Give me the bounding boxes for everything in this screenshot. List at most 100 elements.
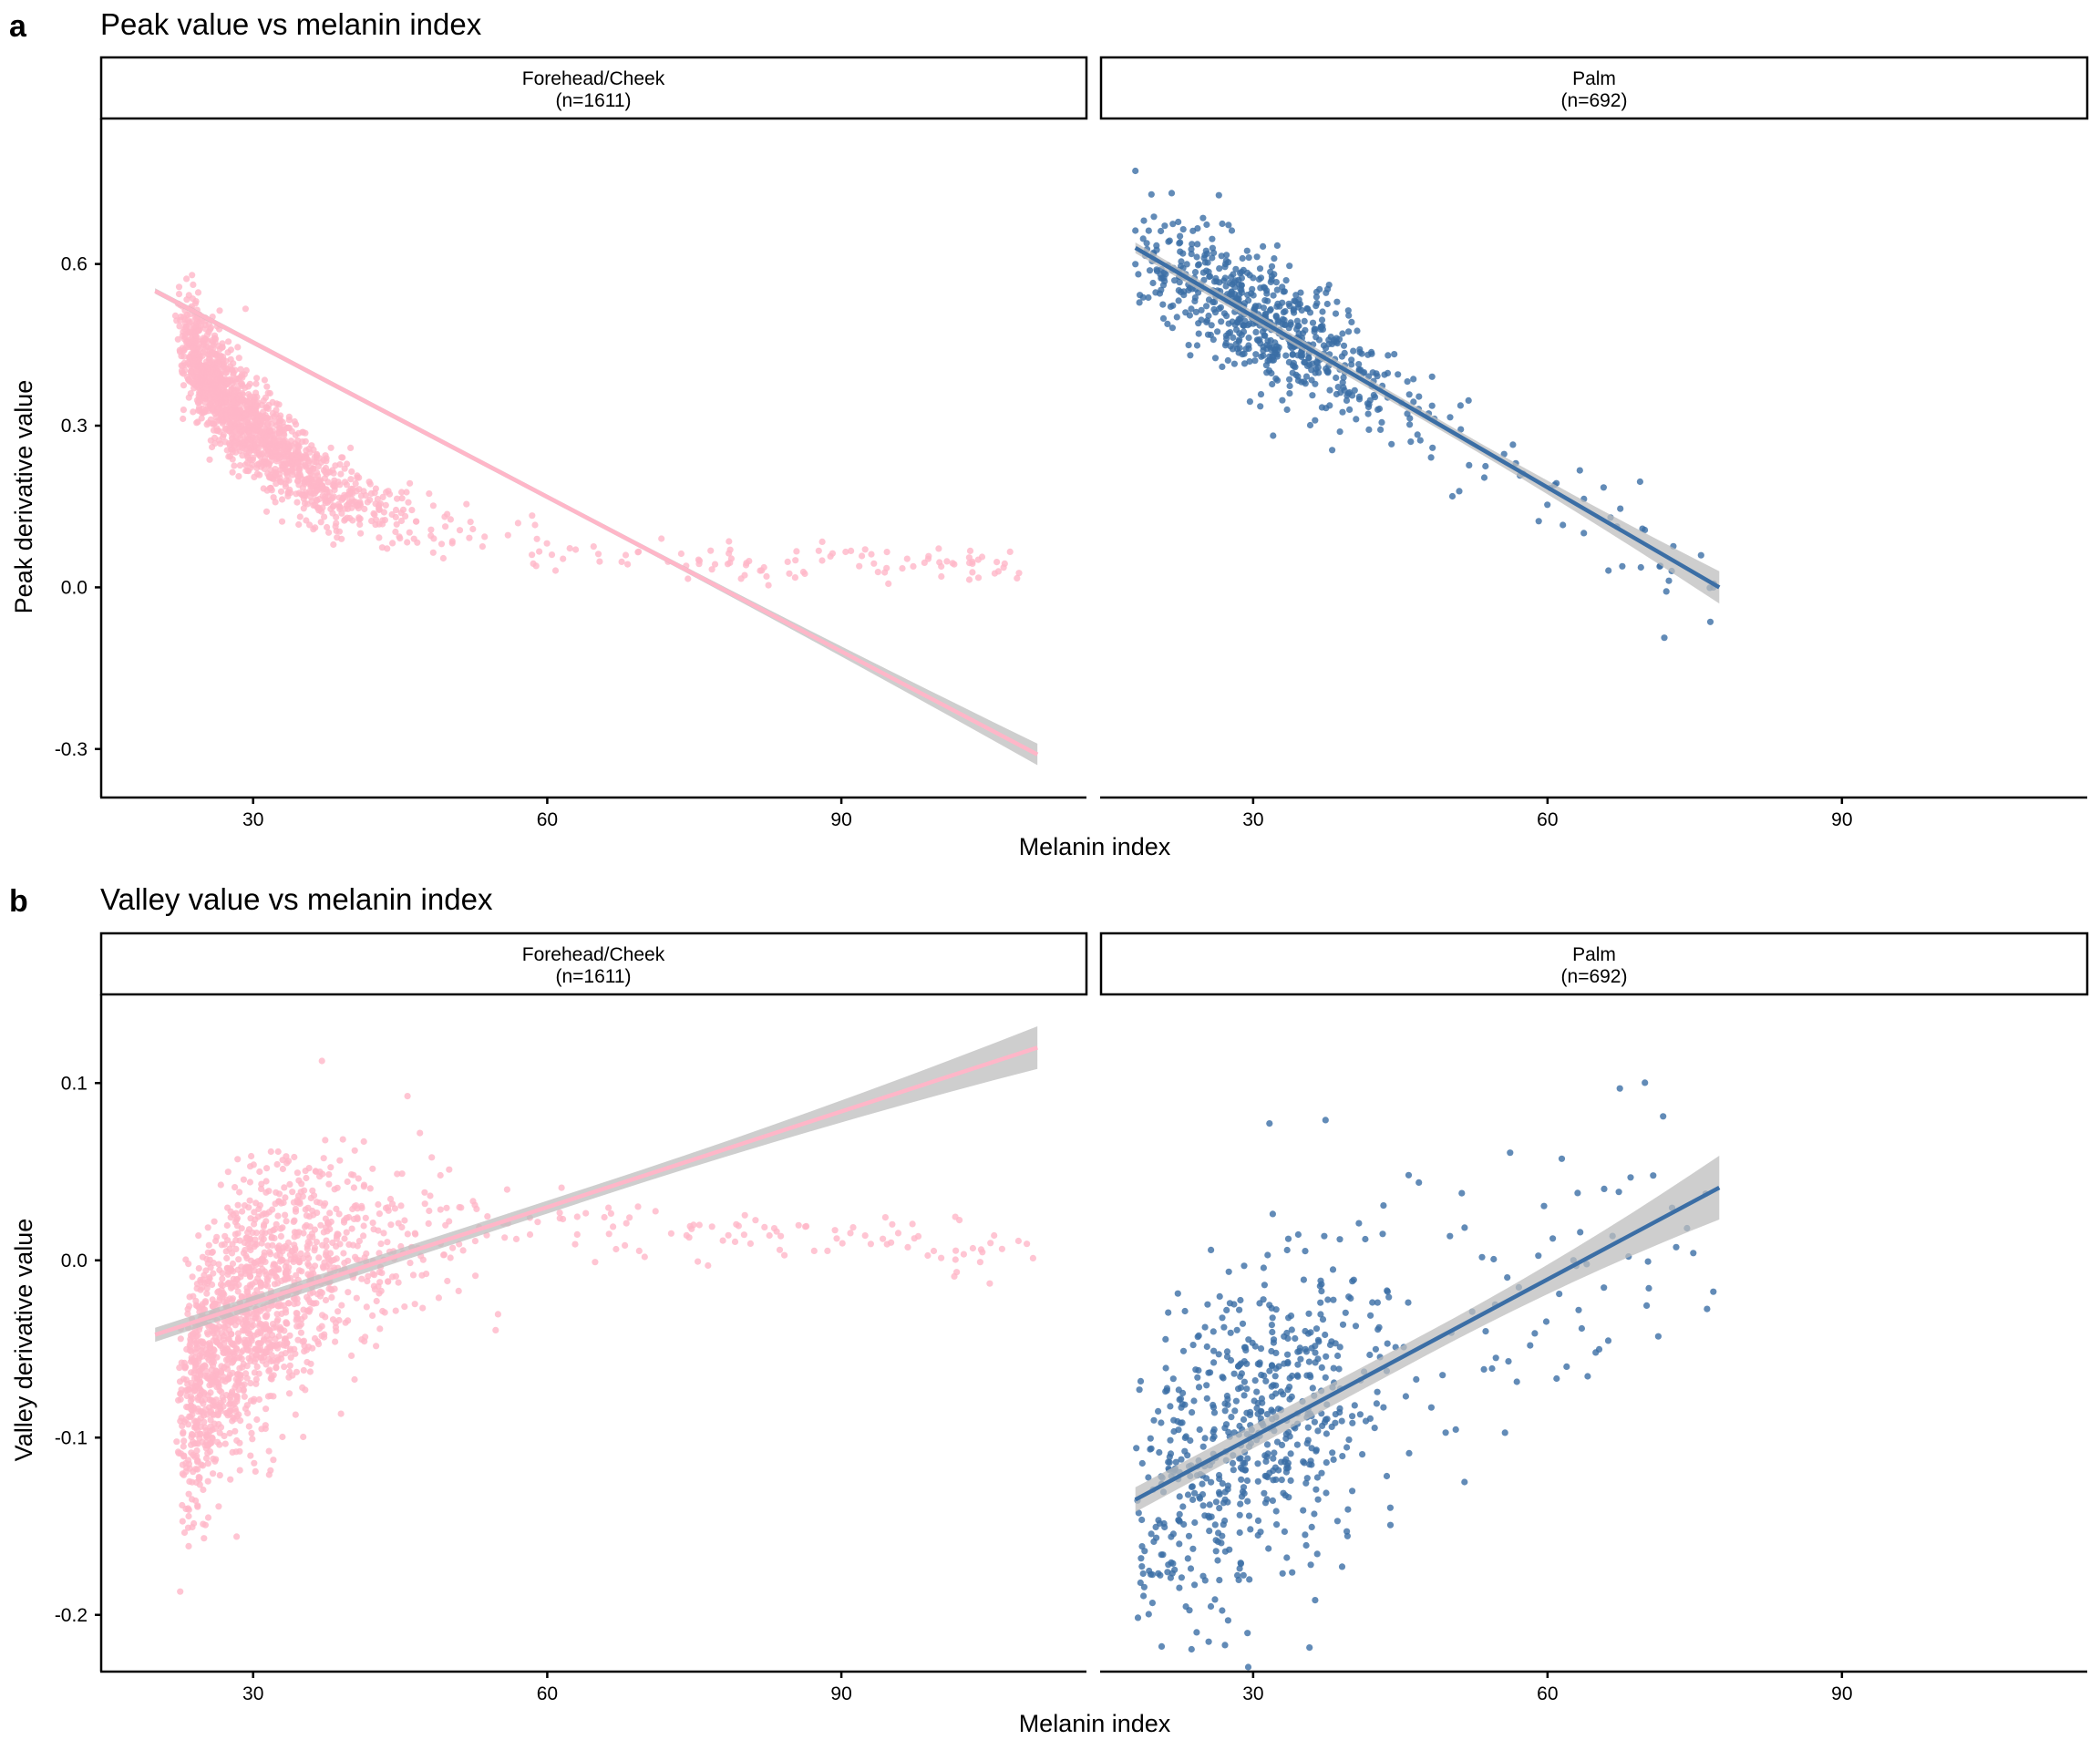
peak-forehead-point (338, 454, 345, 461)
peak-palm-point (1371, 394, 1379, 401)
valley-palm-point (1166, 1458, 1173, 1466)
valley-palm-point (1254, 1477, 1261, 1485)
peak-palm-point (1289, 345, 1296, 352)
valley-forehead-point (194, 1466, 201, 1473)
valley-forehead-point (341, 1260, 348, 1267)
valley-palm-point (1176, 1493, 1183, 1500)
valley-palm-point (1323, 1415, 1331, 1423)
peak-forehead-point (324, 523, 331, 531)
peak-forehead-point (951, 561, 958, 568)
valley-forehead-point (293, 1169, 301, 1177)
valley-palm-point (1272, 1390, 1280, 1397)
peak-palm-point (1326, 386, 1333, 394)
valley-forehead-point (252, 1345, 259, 1353)
valley-forehead-point (184, 1505, 191, 1512)
valley-forehead-point (526, 1230, 534, 1239)
valley-palm-point (1272, 1508, 1280, 1515)
peak-forehead-point (304, 478, 312, 486)
valley-forehead-point (242, 1234, 250, 1241)
peak-palm-point (1301, 358, 1308, 366)
valley-forehead-point (219, 1275, 226, 1282)
valley-palm-point (1210, 1347, 1218, 1354)
peak-forehead-point (874, 569, 881, 576)
valley-palm-point (1305, 1358, 1312, 1365)
peak-forehead-point (249, 454, 257, 461)
valley-palm-point (1278, 1477, 1285, 1484)
peak-forehead-point (760, 563, 767, 571)
valley-palm-point (1280, 1391, 1287, 1398)
peak-forehead-point (966, 547, 974, 555)
valley-forehead-point (297, 1321, 304, 1328)
valley-forehead-point (231, 1415, 238, 1423)
valley-forehead-point (189, 1523, 196, 1531)
peak-palm-point (1312, 417, 1319, 424)
valley-palm-point (1339, 1321, 1347, 1328)
peak-forehead-point (193, 419, 201, 427)
valley-forehead-point (360, 1222, 367, 1230)
peak-palm-point (1185, 286, 1192, 293)
peak-palm-point (1158, 286, 1165, 293)
valley-forehead-point (221, 1349, 228, 1356)
peak-palm-point (1365, 426, 1373, 433)
valley-forehead-point (558, 1184, 565, 1191)
peak-forehead-point (925, 552, 932, 560)
valley-palm-point (1138, 1516, 1146, 1524)
valley-forehead-point (251, 1459, 258, 1467)
valley-forehead-point (601, 1213, 608, 1221)
peak-palm-point (1191, 293, 1199, 302)
peak-forehead-point (456, 527, 464, 534)
peak-forehead-point (273, 407, 280, 414)
valley-palm-point (1263, 1411, 1271, 1418)
peak-forehead-point (262, 415, 271, 422)
valley-palm-point (1138, 1459, 1146, 1467)
valley-palm-point (1240, 1392, 1248, 1399)
peak-palm-point (1204, 259, 1211, 266)
peak-palm-point (1263, 369, 1271, 376)
valley-forehead-point (201, 1363, 209, 1370)
valley-palm-point (1366, 1415, 1374, 1422)
valley-palm-point (1251, 1377, 1259, 1385)
peak-forehead-point (594, 551, 602, 558)
valley-forehead-point (259, 1265, 266, 1273)
peak-forehead-point (266, 389, 273, 397)
valley-forehead-point (248, 1152, 255, 1160)
valley-palm-point (1203, 1343, 1210, 1351)
valley-forehead-point (200, 1486, 207, 1494)
valley-forehead-point (221, 1340, 228, 1347)
valley-forehead-point (211, 1218, 218, 1225)
peak-forehead-point (231, 462, 238, 469)
peak-forehead-point (742, 561, 750, 569)
peak-forehead-point (281, 423, 288, 430)
peak-palm-point (1211, 355, 1220, 362)
peak-forehead-point (793, 548, 800, 555)
peak-palm-point (1257, 403, 1264, 410)
valley-palm-point (1184, 1491, 1192, 1498)
valley-forehead-point (276, 1258, 284, 1265)
valley-forehead-point (246, 1197, 253, 1204)
peak-forehead-point (244, 454, 252, 461)
valley-palm-point (1269, 1497, 1276, 1504)
valley-palm-point (1232, 1397, 1240, 1405)
peak-palm-point (1245, 335, 1252, 342)
valley-forehead-point (304, 1307, 311, 1314)
peak-forehead-point (566, 545, 573, 552)
valley-forehead-point (219, 1282, 227, 1289)
peak-forehead-point (176, 323, 183, 330)
valley-palm-point (1203, 1382, 1210, 1389)
valley-palm-point (1322, 1374, 1329, 1381)
valley-forehead-point (469, 1198, 477, 1205)
valley-palm-point (1575, 1306, 1582, 1313)
valley-forehead-point (401, 1217, 408, 1224)
peak-forehead-point (447, 516, 454, 523)
peak-forehead-point (481, 533, 489, 540)
peak-palm-point (1146, 267, 1154, 274)
valley-forehead-point (251, 1220, 258, 1228)
valley-palm-point (1604, 1337, 1612, 1344)
valley-forehead-point (322, 1199, 329, 1207)
peak-forehead-point (255, 411, 262, 418)
peak-forehead-point (221, 438, 229, 446)
valley-palm-point (1266, 1367, 1273, 1374)
strip-a-palm (1099, 56, 2089, 120)
peak-forehead-point (966, 560, 973, 567)
peak-forehead-point (252, 380, 260, 387)
